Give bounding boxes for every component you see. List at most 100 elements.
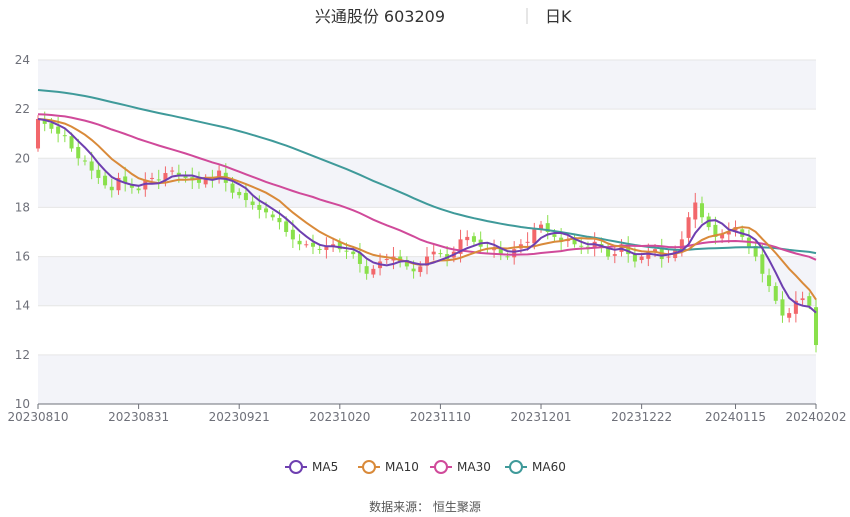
candle-body — [351, 251, 356, 255]
candle-body — [767, 275, 772, 287]
candle-body — [639, 256, 644, 261]
candle-body — [116, 177, 121, 191]
candle-body — [384, 259, 389, 261]
legend-item-ma30[interactable]: MA30 — [430, 460, 491, 474]
legend-swatch-marker — [289, 460, 303, 474]
candle-body — [264, 208, 269, 213]
candle-body — [512, 249, 517, 258]
y-tick-label: 14 — [15, 299, 30, 313]
y-tick-label: 18 — [15, 200, 30, 214]
x-tick-label: 20240202 — [785, 410, 846, 424]
candle-body — [404, 260, 409, 267]
y-tick-label: 10 — [15, 397, 30, 411]
legend-item-ma5[interactable]: MA5 — [285, 460, 338, 474]
y-tick-label: 24 — [15, 53, 30, 67]
y-axis: 10 12 14 16 18 20 22 24 — [15, 53, 30, 411]
candle-body — [170, 170, 175, 172]
candle-body — [96, 169, 101, 178]
candle-body — [337, 242, 342, 250]
candle-body — [492, 249, 497, 251]
candle-body — [257, 204, 262, 210]
legend-swatch-marker — [362, 460, 376, 474]
candle-body — [753, 246, 758, 257]
candle-body — [780, 299, 785, 316]
candle-body — [793, 300, 798, 314]
candle-body — [800, 298, 805, 301]
x-tick-label: 20231110 — [410, 410, 471, 424]
candle-body — [371, 268, 376, 275]
candle-body — [344, 250, 349, 252]
candle-body — [411, 268, 416, 272]
candle-body — [559, 237, 564, 242]
candle-body — [243, 192, 248, 201]
candle-body — [89, 161, 94, 171]
candle-body — [183, 176, 188, 178]
candle-body — [156, 179, 161, 181]
candle-body — [250, 201, 255, 205]
legend-swatch-marker — [434, 460, 448, 474]
candle-body — [471, 236, 476, 242]
candle-body — [277, 217, 282, 223]
candle-body — [726, 232, 731, 235]
candle-body — [35, 118, 41, 149]
x-tick-label: 20230810 — [7, 410, 68, 424]
candle-body — [49, 123, 54, 129]
candle-body — [666, 256, 671, 258]
candle-body — [552, 234, 557, 237]
series-line-ma5 — [37, 118, 817, 314]
legend[interactable]: MA5 MA10 MA30 MA60 — [285, 460, 566, 474]
x-tick-label: 20231020 — [309, 410, 370, 424]
band-10 — [38, 354, 816, 404]
candle-body — [150, 177, 155, 179]
candle-body — [760, 254, 765, 274]
x-tick-label: 20231222 — [611, 410, 672, 424]
legend-label: MA10 — [385, 460, 419, 474]
candle-body — [297, 240, 302, 245]
data-source: 数据来源： 恒生聚源 — [369, 499, 481, 514]
candle-body — [364, 266, 369, 274]
candle-body — [545, 223, 550, 232]
candle-body — [304, 244, 309, 246]
candle-body — [196, 178, 201, 183]
legend-item-ma10[interactable]: MA10 — [358, 460, 419, 474]
candle-body — [498, 247, 503, 255]
candle-body — [290, 229, 295, 240]
candle-body — [646, 251, 651, 259]
x-tick-label: 20230831 — [108, 410, 169, 424]
x-tick-label: 20230921 — [209, 410, 270, 424]
candle-body — [525, 241, 530, 243]
candle-body — [56, 126, 61, 134]
candle-body — [699, 203, 704, 218]
candle-body — [532, 229, 537, 244]
candle-body — [773, 286, 778, 301]
candle-body — [720, 234, 725, 239]
candle-body — [632, 254, 637, 262]
candle-body — [331, 244, 336, 247]
period-label: 日K — [545, 7, 572, 26]
candle-body — [324, 246, 329, 250]
x-tick-label: 20231201 — [510, 410, 571, 424]
candle-body — [103, 175, 108, 186]
legend-item-ma60[interactable]: MA60 — [505, 460, 566, 474]
candle-body — [237, 191, 242, 196]
candle-body — [424, 256, 430, 266]
candle-body — [230, 183, 235, 193]
candle-body — [317, 248, 322, 250]
x-axis: 20230810 20230831 20230921 20231020 20231110… — [7, 404, 847, 424]
candle-body — [143, 180, 148, 190]
chart-title: 兴通股份 603209 — [315, 7, 445, 26]
candle-body — [626, 245, 631, 255]
candle-body — [357, 252, 362, 264]
candle-body — [203, 177, 208, 185]
candle-body — [686, 217, 691, 238]
candle-body — [123, 176, 128, 183]
candle-body — [572, 237, 577, 245]
candle-body — [217, 170, 222, 179]
moving-average-lines — [37, 89, 817, 314]
candlesticks — [35, 111, 819, 353]
candle-body — [465, 236, 470, 241]
candle-body — [82, 160, 87, 162]
candle-body — [539, 224, 544, 230]
candle-body — [69, 136, 74, 149]
candle-body — [612, 254, 617, 256]
